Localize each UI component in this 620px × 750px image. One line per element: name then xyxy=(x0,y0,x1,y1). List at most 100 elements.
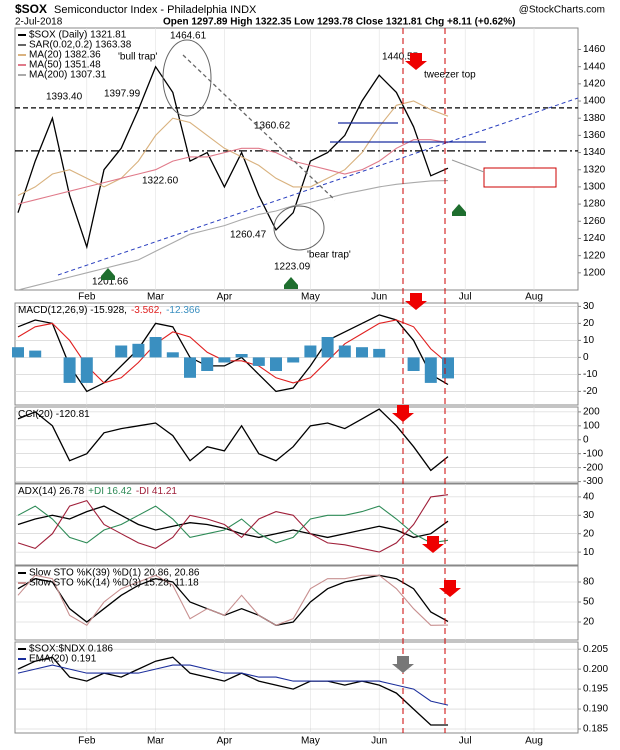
histogram-bar xyxy=(304,345,317,358)
series-line xyxy=(17,494,449,553)
x-tick-label: Jul xyxy=(459,292,472,303)
series-group xyxy=(17,656,449,726)
x-tick-label: Feb xyxy=(78,736,96,747)
panel-frame xyxy=(14,406,579,484)
histogram-bar xyxy=(184,357,196,378)
series-line xyxy=(17,574,449,627)
annotation: 1260.47 xyxy=(230,230,267,241)
callout-pointer xyxy=(451,159,485,173)
legend-label: Slow STO %K(14) %D(3) 15.28, 11.18 xyxy=(29,578,199,589)
legend-label: SAR(0.02,0.2) 1363.38 xyxy=(29,40,132,51)
series-line xyxy=(17,656,448,726)
y-tick-label: 0.190 xyxy=(583,704,608,715)
symbol: $SOX xyxy=(15,2,47,16)
series-group xyxy=(12,314,454,393)
x-tick-label: Jun xyxy=(371,292,387,303)
annotation: 1360.62 xyxy=(254,121,291,132)
annotation: 1393.40 xyxy=(46,92,83,103)
y-tick-label: 100 xyxy=(583,420,600,431)
down-arrow xyxy=(392,656,414,673)
legend-label: +DI 16.42 xyxy=(88,486,132,497)
series-line xyxy=(17,574,449,626)
y-tick-label: 0.195 xyxy=(583,684,608,695)
histogram-bar xyxy=(80,357,93,383)
up-arrow xyxy=(101,268,115,280)
y-tick-label: 1300 xyxy=(583,182,606,193)
y-tick-label: -100 xyxy=(583,448,603,459)
histogram-bar xyxy=(287,357,300,363)
legend-label: -12.366 xyxy=(166,305,200,316)
y-tick-label: 1260 xyxy=(583,216,606,227)
series-group xyxy=(17,408,449,472)
annotation: 'bull trap' xyxy=(118,52,157,63)
series-line xyxy=(17,505,449,544)
y-tick-label: -300 xyxy=(583,476,603,487)
histogram-bar xyxy=(29,350,42,358)
series-group xyxy=(17,494,449,553)
y-tick-label: 1340 xyxy=(583,147,606,158)
y-tick-label: 0 xyxy=(583,352,589,363)
histogram-bar xyxy=(201,357,214,371)
source: @StockCharts.com xyxy=(519,5,605,16)
down-arrow xyxy=(405,293,427,310)
y-tick-label: 1460 xyxy=(583,44,606,55)
y-tick-label: -10 xyxy=(583,369,598,380)
x-tick-label: Aug xyxy=(525,736,543,747)
annotation: 1322.60 xyxy=(142,176,179,187)
histogram-bar xyxy=(356,347,368,358)
legend-label: -3.562, xyxy=(131,305,162,316)
decorations xyxy=(57,28,579,733)
x-tick-label: Apr xyxy=(217,736,233,747)
histogram-bar xyxy=(235,354,248,358)
series-line xyxy=(17,505,449,539)
legend: MACD(12,26,9) -15.928, -3.562, -12.366 xyxy=(18,305,200,316)
series-line xyxy=(17,314,449,393)
annotation: tweezer top xyxy=(424,70,476,81)
legend-label: CCI(20) -120.81 xyxy=(18,409,90,420)
histogram-bar xyxy=(424,357,437,383)
panel-frame xyxy=(14,641,579,734)
highlight-circle xyxy=(273,205,325,251)
y-tick-label: 20 xyxy=(583,617,595,628)
x-tick-label: May xyxy=(301,292,320,303)
legend-label: $SOX (Daily) 1321.81 xyxy=(29,30,127,41)
histogram-bar xyxy=(149,337,162,358)
histogram-bar xyxy=(373,348,386,358)
legend-label: MA(50) 1351.48 xyxy=(29,60,101,71)
annotation: 'bear trap' xyxy=(307,250,351,261)
series-line xyxy=(17,65,449,250)
histogram-bar xyxy=(442,357,454,379)
histogram-bar xyxy=(270,357,282,371)
callout-box xyxy=(483,167,557,188)
panel-frame xyxy=(14,27,579,291)
y-tick-label: 1400 xyxy=(583,96,606,107)
trend-line xyxy=(182,54,336,201)
down-arrow xyxy=(439,580,461,597)
legend-label: MA(200) 1307.31 xyxy=(29,70,107,81)
y-tick-label: 20 xyxy=(583,318,595,329)
legend: CCI(20) -120.81 xyxy=(18,409,90,420)
x-tick-label: Mar xyxy=(147,292,165,303)
series-group xyxy=(17,574,449,627)
series-line xyxy=(17,408,449,472)
y-tick-label: 0.185 xyxy=(583,724,608,735)
histogram-bar xyxy=(132,343,145,358)
histogram-bar xyxy=(338,345,351,358)
down-arrow xyxy=(392,405,414,422)
histogram-bar xyxy=(252,357,265,366)
x-tick-label: Feb xyxy=(78,292,96,303)
y-tick-label: 1320 xyxy=(583,164,606,175)
y-tick-label: 30 xyxy=(583,510,595,521)
series-line xyxy=(17,100,449,196)
panel-frame xyxy=(14,302,579,406)
y-tick-label: 50 xyxy=(583,597,595,608)
series-line xyxy=(17,139,449,205)
panel-frame xyxy=(14,483,579,566)
y-tick-label: 1220 xyxy=(583,250,606,261)
annotation: 1397.99 xyxy=(104,89,141,100)
x-tick-label: Jul xyxy=(459,736,472,747)
panel-frame xyxy=(14,565,579,641)
quote-info: Open 1297.89 High 1322.35 Low 1293.78 Cl… xyxy=(163,17,515,28)
histogram-bar xyxy=(407,357,420,371)
